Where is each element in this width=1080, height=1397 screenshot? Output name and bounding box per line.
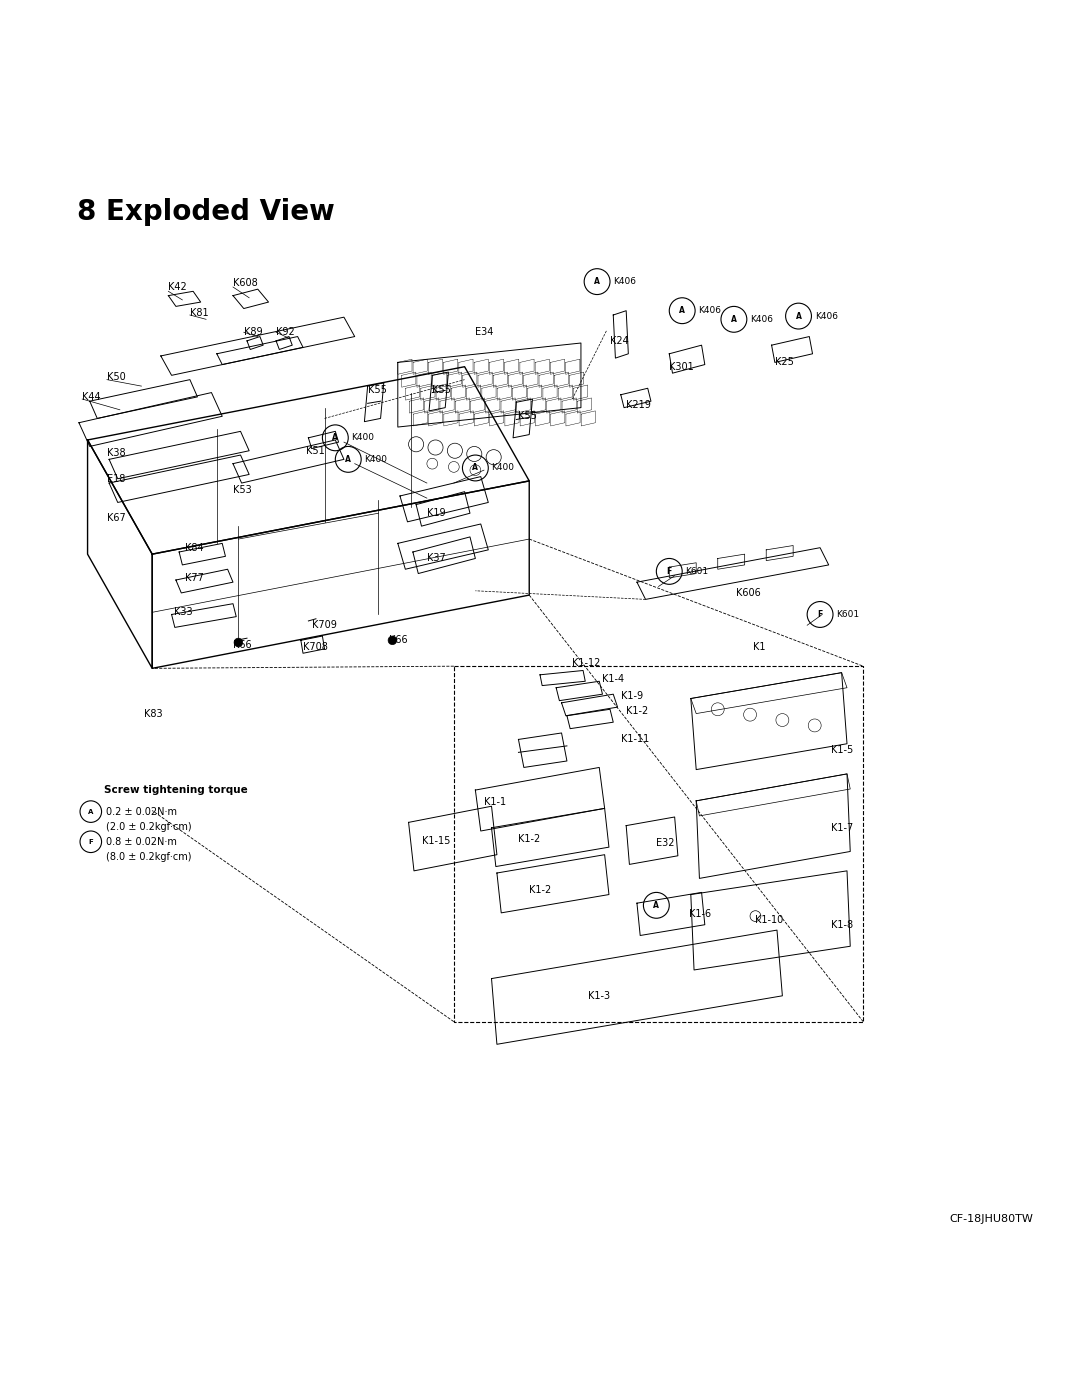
Text: K25: K25 xyxy=(774,358,794,367)
Text: K81: K81 xyxy=(190,307,208,319)
Text: K1-6: K1-6 xyxy=(689,909,711,919)
Text: 0.8 ± 0.02N·m: 0.8 ± 0.02N·m xyxy=(106,837,177,847)
Text: K406: K406 xyxy=(699,306,721,316)
Text: K1-4: K1-4 xyxy=(603,675,624,685)
Text: K1-3: K1-3 xyxy=(589,990,610,1000)
Text: 8 Exploded View: 8 Exploded View xyxy=(77,197,335,225)
Text: K1-12: K1-12 xyxy=(572,658,600,668)
Text: K1-2: K1-2 xyxy=(518,834,541,844)
Text: F: F xyxy=(818,610,823,619)
Text: K84: K84 xyxy=(185,542,203,553)
Text: 0.2 ± 0.02N·m: 0.2 ± 0.02N·m xyxy=(106,806,177,817)
Text: K400: K400 xyxy=(491,464,514,472)
Text: K1: K1 xyxy=(753,641,766,652)
Text: K1-7: K1-7 xyxy=(831,823,853,833)
Text: K1-8: K1-8 xyxy=(831,919,853,930)
Text: K38: K38 xyxy=(107,448,125,458)
Text: K77: K77 xyxy=(185,573,203,583)
Text: K55: K55 xyxy=(367,386,387,395)
Text: K1-10: K1-10 xyxy=(755,915,784,925)
Text: F: F xyxy=(666,567,672,576)
Text: K1-1: K1-1 xyxy=(484,796,507,807)
Text: K66: K66 xyxy=(389,636,408,645)
Circle shape xyxy=(234,638,243,647)
Text: E18: E18 xyxy=(107,474,125,483)
Text: K92: K92 xyxy=(276,327,295,337)
Text: (8.0 ± 0.2kgf·cm): (8.0 ± 0.2kgf·cm) xyxy=(106,852,191,862)
Text: E34: E34 xyxy=(475,327,494,337)
Text: K400: K400 xyxy=(364,455,388,464)
Text: K24: K24 xyxy=(610,335,629,346)
Text: K66: K66 xyxy=(233,640,252,650)
Text: A: A xyxy=(333,433,338,443)
Text: K406: K406 xyxy=(814,312,838,320)
Text: K19: K19 xyxy=(427,509,446,518)
Text: K50: K50 xyxy=(107,373,125,383)
Text: K1-9: K1-9 xyxy=(621,692,643,701)
Text: K44: K44 xyxy=(82,393,100,402)
Text: Screw tightening torque: Screw tightening torque xyxy=(104,785,247,795)
Text: K1-2: K1-2 xyxy=(529,886,552,895)
Text: A: A xyxy=(89,809,94,814)
Text: A: A xyxy=(346,455,351,464)
Text: K51: K51 xyxy=(307,446,325,455)
Text: K608: K608 xyxy=(233,278,258,288)
Text: CF-18JHU80TW: CF-18JHU80TW xyxy=(949,1214,1034,1224)
Text: K55: K55 xyxy=(432,386,451,395)
Text: A: A xyxy=(796,312,801,320)
Text: K709: K709 xyxy=(312,620,337,630)
Text: K1-11: K1-11 xyxy=(621,735,649,745)
Text: K55: K55 xyxy=(518,411,538,422)
Text: K406: K406 xyxy=(613,277,636,286)
Text: K1-2: K1-2 xyxy=(626,707,648,717)
Text: A: A xyxy=(731,314,737,324)
Text: K400: K400 xyxy=(351,433,375,443)
Text: A: A xyxy=(653,901,659,909)
Text: A: A xyxy=(472,464,478,472)
Text: K1-5: K1-5 xyxy=(831,745,853,756)
Text: A: A xyxy=(679,306,685,316)
Text: K37: K37 xyxy=(427,553,446,563)
Text: K406: K406 xyxy=(750,314,773,324)
Text: K53: K53 xyxy=(233,485,252,495)
Text: E32: E32 xyxy=(657,838,675,848)
Text: K601: K601 xyxy=(836,610,860,619)
Text: K219: K219 xyxy=(626,401,651,411)
Text: K601: K601 xyxy=(686,567,708,576)
Circle shape xyxy=(388,636,396,644)
Text: A: A xyxy=(594,277,600,286)
Text: K89: K89 xyxy=(244,327,262,337)
Text: K83: K83 xyxy=(144,708,162,718)
Text: K301: K301 xyxy=(670,362,694,372)
Text: K606: K606 xyxy=(737,588,760,598)
Text: K67: K67 xyxy=(107,513,125,522)
Text: K1-15: K1-15 xyxy=(421,835,450,845)
Text: (2.0 ± 0.2kgf·cm): (2.0 ± 0.2kgf·cm) xyxy=(106,821,191,831)
Text: K42: K42 xyxy=(168,282,187,292)
Text: K33: K33 xyxy=(174,608,192,617)
Text: K708: K708 xyxy=(303,641,328,652)
Text: F: F xyxy=(89,838,93,845)
